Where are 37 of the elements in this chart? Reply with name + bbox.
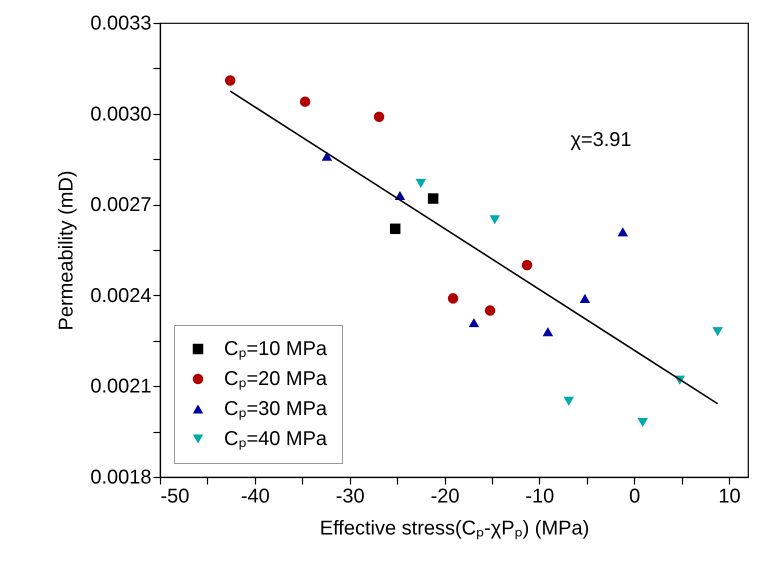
x-tick-label: 0 xyxy=(629,486,640,508)
legend-label: Cₚ=20 MPa xyxy=(224,368,328,390)
x-tick-label: -50 xyxy=(160,486,190,508)
x-tick-label: -40 xyxy=(240,486,270,508)
point xyxy=(468,318,480,328)
legend-label: Cₚ=40 MPa xyxy=(224,428,328,450)
point xyxy=(390,224,400,234)
point xyxy=(300,96,310,107)
y-axis-title: Permeability (mD) xyxy=(55,170,78,331)
point xyxy=(484,305,496,316)
point xyxy=(224,75,236,86)
y-tick-label: 0.0027 xyxy=(90,194,152,216)
x-tick-label: -30 xyxy=(336,486,365,508)
point xyxy=(564,396,574,406)
legend-label: Cₚ=10 MPa xyxy=(224,338,328,360)
legend-label: Cₚ=30 MPa xyxy=(224,398,328,420)
annotation: χ=3.91 xyxy=(570,129,632,151)
point xyxy=(416,178,426,188)
point xyxy=(580,294,590,303)
y-tick-label: 0.0033 xyxy=(90,12,152,34)
x-tick-label: 10 xyxy=(718,486,741,508)
y-tick-label: 0.0024 xyxy=(90,284,152,307)
x-axis-title: Effective stress(Cₚ-χPₚ) (MPa) xyxy=(320,518,590,540)
y-tick-label: 0.0021 xyxy=(90,376,152,398)
point xyxy=(490,215,500,224)
x-tick-label: -20 xyxy=(430,486,460,508)
point xyxy=(448,293,458,304)
point xyxy=(637,418,648,428)
point xyxy=(618,227,628,236)
point xyxy=(712,327,723,336)
x-tick-label: -10 xyxy=(525,486,554,508)
y-tick-label: 0.0018 xyxy=(90,466,152,488)
y-tick-label: 0.0030 xyxy=(90,103,152,126)
point xyxy=(522,260,532,270)
point xyxy=(542,327,554,336)
point xyxy=(428,193,438,204)
point xyxy=(374,112,384,122)
